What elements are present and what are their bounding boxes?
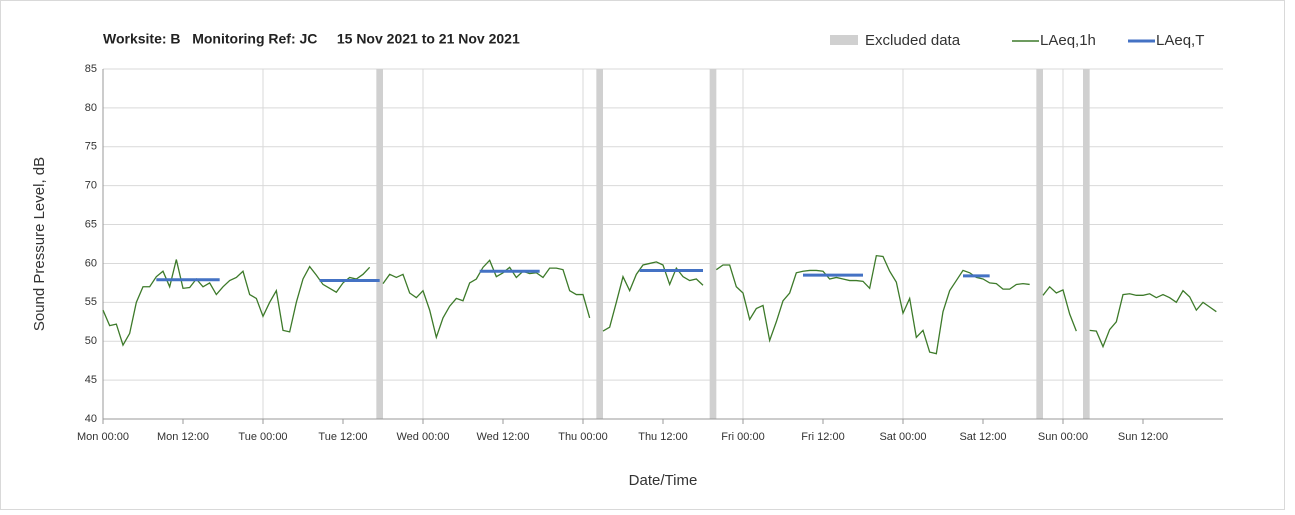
x-tick-label: Sat 12:00 xyxy=(959,431,1006,443)
excluded-band xyxy=(1083,69,1090,419)
y-tick-label: 40 xyxy=(85,413,97,425)
x-tick-label: Fri 00:00 xyxy=(721,431,764,443)
excluded-band xyxy=(1036,69,1043,419)
chart-title: Worksite: B Monitoring Ref: JC 15 Nov 20… xyxy=(103,31,520,47)
y-tick-label: 65 xyxy=(85,218,97,230)
excluded-band xyxy=(709,69,717,419)
y-axis-title: Sound Pressure Level, dB xyxy=(31,157,48,331)
x-tick-label: Tue 12:00 xyxy=(318,431,367,443)
legend-swatch xyxy=(830,35,858,45)
x-tick-label: Sun 00:00 xyxy=(1038,431,1088,443)
x-axis-title: Date/Time xyxy=(629,472,698,489)
legend-label: Excluded data xyxy=(865,32,961,49)
x-tick-label: Mon 12:00 xyxy=(157,431,209,443)
excluded-band xyxy=(376,69,383,419)
hourly-line xyxy=(102,254,1217,355)
x-tick-label: Sat 00:00 xyxy=(879,431,926,443)
x-tick-label: Fri 12:00 xyxy=(801,431,844,443)
y-tick-label: 75 xyxy=(85,141,97,153)
x-tick-label: Thu 00:00 xyxy=(558,431,608,443)
x-tick-label: Wed 12:00 xyxy=(476,431,529,443)
x-tick-label: Tue 00:00 xyxy=(238,431,287,443)
y-tick-label: 55 xyxy=(85,296,97,308)
y-tick-label: 80 xyxy=(85,102,97,114)
legend-label: LAeq,T xyxy=(1156,32,1204,49)
y-tick-label: 70 xyxy=(85,180,97,192)
x-tick-label: Wed 00:00 xyxy=(396,431,449,443)
x-tick-label: Sun 12:00 xyxy=(1118,431,1168,443)
x-tick-label: Thu 12:00 xyxy=(638,431,688,443)
y-tick-label: 50 xyxy=(85,335,97,347)
x-tick-label: Mon 00:00 xyxy=(77,431,129,443)
excluded-band xyxy=(596,69,603,419)
y-tick-label: 85 xyxy=(85,63,97,75)
y-tick-label: 45 xyxy=(85,374,97,386)
y-tick-label: 60 xyxy=(85,257,97,269)
legend-label: LAeq,1h xyxy=(1040,32,1096,49)
